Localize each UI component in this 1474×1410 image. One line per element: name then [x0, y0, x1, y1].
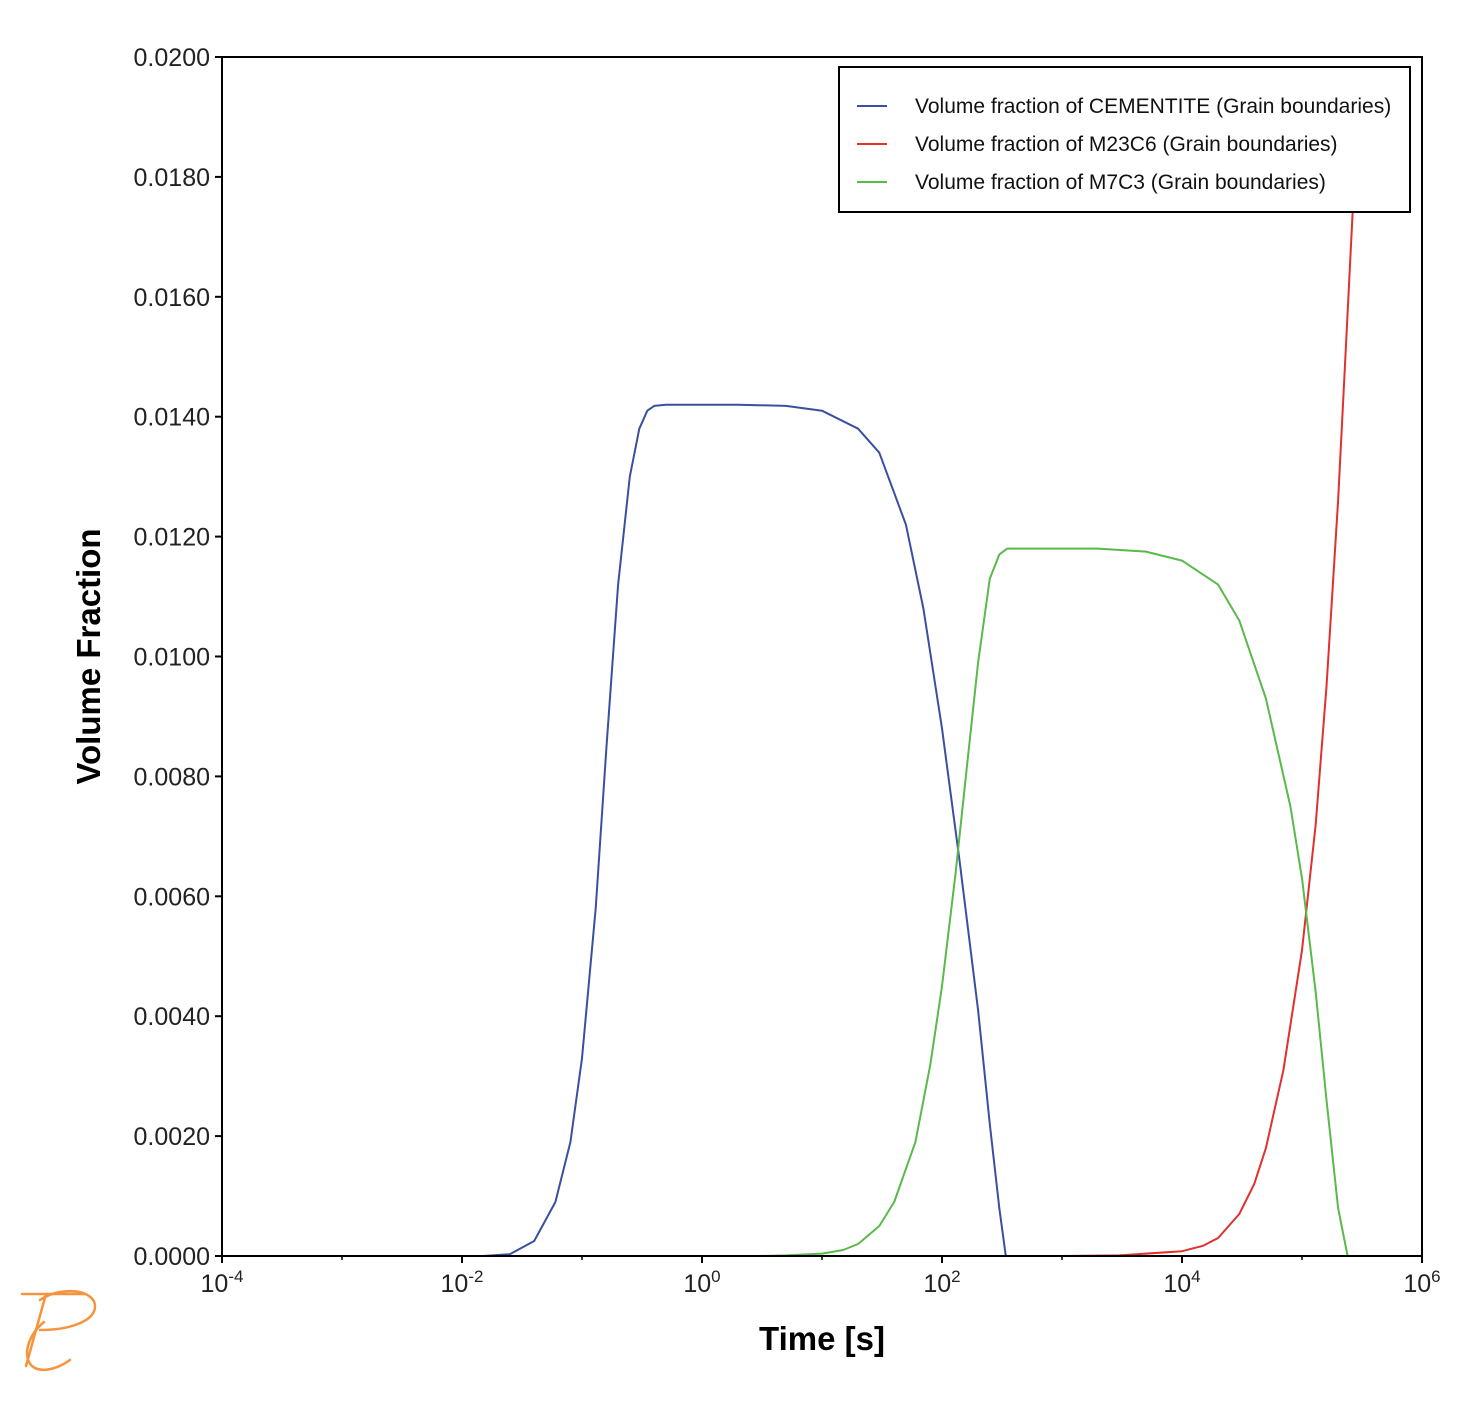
legend-label: Volume fraction of M23C6 (Grain boundari…	[915, 133, 1338, 156]
plot-area-frame	[221, 56, 1423, 1257]
series-line-2	[1061, 188, 1355, 1256]
legend-label: Volume fraction of M7C3 (Grain boundarie…	[915, 171, 1326, 194]
y-tick-label: 0.0120	[134, 524, 210, 552]
y-tick-label: 0.0040	[134, 1003, 210, 1031]
y-axis-title: Volume Fraction	[70, 528, 107, 784]
legend-label: Volume fraction of CEMENTITE (Grain boun…	[915, 95, 1391, 118]
legend-box	[838, 66, 1411, 213]
x-tick-label: 10-4	[201, 1267, 244, 1298]
x-tick-label: 100	[683, 1267, 720, 1298]
y-tick-label: 0.0100	[134, 644, 210, 672]
x-tick-label: 102	[923, 1267, 960, 1298]
y-tick-label: 0.0080	[134, 763, 210, 791]
series-line-3	[759, 547, 1349, 1256]
y-tick-label: 0.0000	[134, 1243, 210, 1271]
series-layer	[342, 188, 1355, 1256]
series-line-1	[342, 403, 1007, 1256]
thermo-calc-logo-icon	[20, 1289, 97, 1372]
x-axis: 10-4 10-2 100 102 104 106	[201, 1256, 1441, 1298]
y-tick-label: 0.0160	[134, 284, 210, 312]
y-tick-label: 0.0060	[134, 883, 210, 911]
x-axis-title: Time [s]	[759, 1320, 885, 1357]
y-axis: 0.0000 0.0020 0.0040 0.0060 0.0080 0.0100 0.01…	[134, 44, 222, 1271]
y-tick-label: 0.0200	[134, 44, 210, 72]
x-tick-label: 106	[1403, 1267, 1440, 1298]
y-tick-label: 0.0020	[134, 1123, 210, 1151]
x-tick-label: 104	[1163, 1267, 1200, 1298]
x-tick-label: 10-2	[441, 1267, 484, 1298]
legend: Volume fraction of CEMENTITE (Grain boun…	[838, 66, 1411, 213]
y-tick-label: 0.0140	[134, 404, 210, 432]
y-tick-label: 0.0180	[134, 164, 210, 192]
